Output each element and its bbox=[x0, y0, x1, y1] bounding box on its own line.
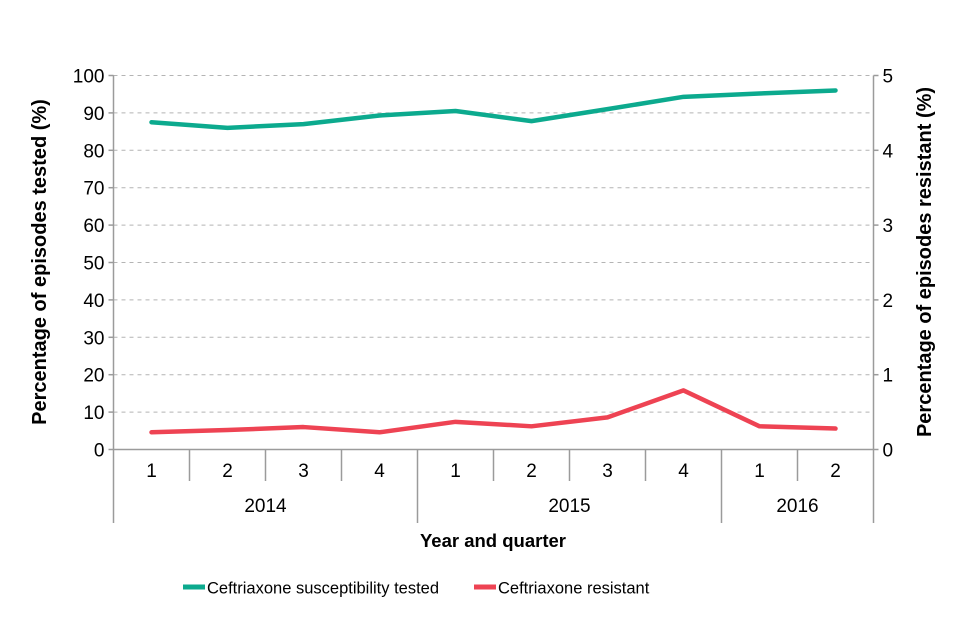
left-axis-tick-label: 30 bbox=[83, 328, 104, 349]
year-label: 2016 bbox=[776, 496, 818, 517]
left-axis-tick-label: 10 bbox=[83, 403, 104, 424]
left-axis-tick-label: 100 bbox=[73, 67, 105, 88]
quarter-label: 1 bbox=[450, 461, 461, 482]
right-axis-tick-label: 0 bbox=[883, 441, 894, 462]
quarter-label: 2 bbox=[830, 461, 841, 482]
quarter-label: 1 bbox=[146, 461, 157, 482]
series-line-resistant bbox=[149, 388, 838, 435]
year-label: 2015 bbox=[548, 496, 590, 517]
legend: Ceftriaxone susceptibility tested Ceftri… bbox=[183, 580, 650, 598]
left-axis-tick-label: 40 bbox=[83, 291, 104, 312]
right-axis-tick-label: 4 bbox=[883, 141, 894, 162]
left-axis-tick-label: 80 bbox=[83, 141, 104, 162]
left-axis-title: Percentage of episodes tested (%) bbox=[29, 99, 51, 425]
year-label: 2014 bbox=[244, 496, 287, 517]
right-axis-tick-label: 1 bbox=[883, 366, 894, 387]
left-axis-tick-label: 0 bbox=[94, 441, 105, 462]
left-axis-tick-label: 70 bbox=[83, 179, 104, 200]
quarter-label: 2 bbox=[222, 461, 233, 482]
series-lines bbox=[149, 88, 838, 435]
right-axis-tick-label: 5 bbox=[883, 67, 894, 88]
left-axis-tick-label: 20 bbox=[83, 366, 104, 387]
left-axis-tick-label: 90 bbox=[83, 104, 104, 125]
right-axis-tick-label: 2 bbox=[883, 291, 894, 312]
quarter-label: 2 bbox=[526, 461, 537, 482]
right-axis-title: Percentage of episodes resistant (%) bbox=[914, 87, 936, 437]
quarter-label: 4 bbox=[374, 461, 385, 482]
gridlines bbox=[113, 75, 874, 413]
x-axis-ticks: 1 2 3 4 1 2 3 4 1 2 2014 2015 2016 bbox=[146, 449, 841, 523]
quarter-label: 1 bbox=[754, 461, 765, 482]
left-axis-tick-label: 50 bbox=[83, 254, 104, 275]
legend-label-resistant: Ceftriaxone resistant bbox=[498, 580, 650, 598]
series-line-tested bbox=[149, 88, 838, 131]
x-axis-title: Year and quarter bbox=[420, 530, 566, 551]
legend-label-tested: Ceftriaxone susceptibility tested bbox=[207, 580, 439, 598]
quarter-label: 4 bbox=[678, 461, 689, 482]
left-axis-ticks: 0 10 20 30 40 50 60 70 80 90 100 bbox=[73, 67, 114, 462]
quarter-label: 3 bbox=[602, 461, 613, 482]
right-axis-ticks: 0 1 2 3 4 5 bbox=[873, 67, 894, 462]
left-axis-tick-label: 60 bbox=[83, 216, 104, 237]
quarter-label: 3 bbox=[298, 461, 309, 482]
right-axis-tick-label: 3 bbox=[883, 216, 894, 237]
